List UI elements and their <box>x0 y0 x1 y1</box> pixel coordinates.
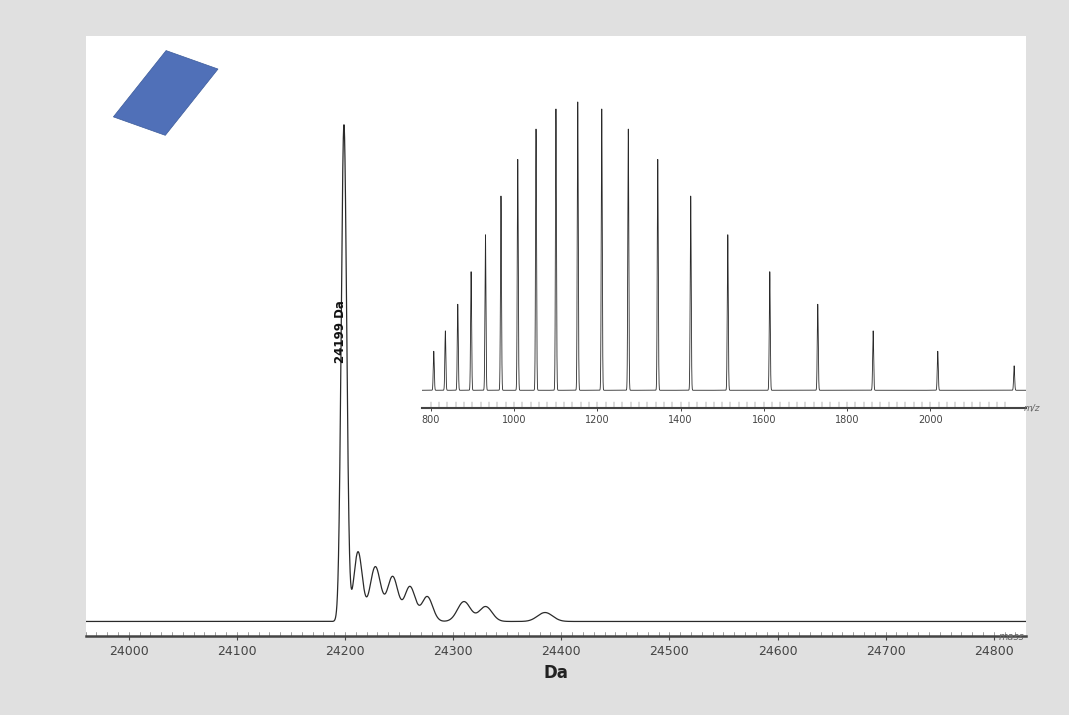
Text: 24199 Da: 24199 Da <box>335 300 347 363</box>
Text: m/z: m/z <box>1024 403 1040 413</box>
X-axis label: Da: Da <box>543 664 569 682</box>
Text: mass: mass <box>998 632 1024 642</box>
